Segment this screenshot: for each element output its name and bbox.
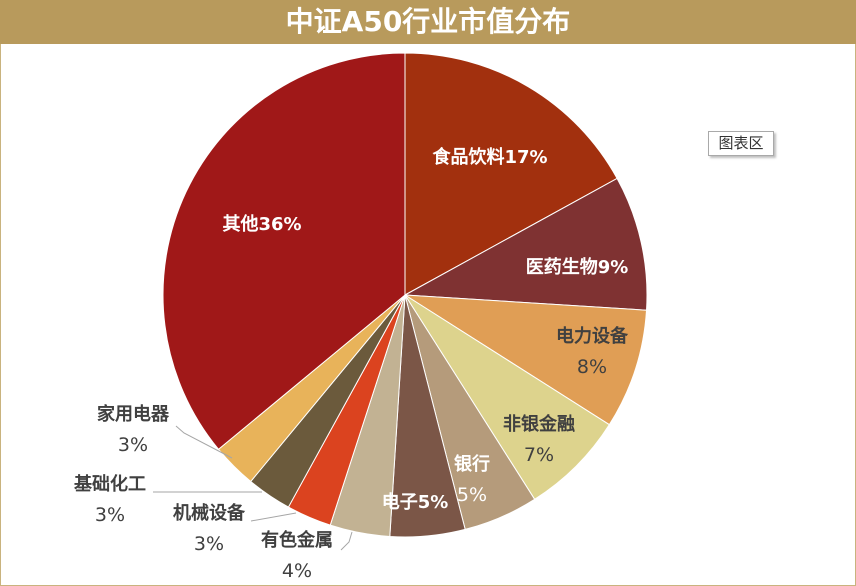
pie-slice-4[interactable]	[404, 294, 611, 501]
data-label-7-line-2: 4%	[282, 560, 312, 582]
pie-slice-1[interactable]	[404, 52, 618, 296]
leader-line-8	[250, 512, 297, 522]
chart-area-tooltip: 图表区	[708, 131, 774, 156]
data-label-9-line-1: 基础化工	[73, 473, 146, 495]
data-label-8-line-2: 3%	[194, 533, 224, 555]
data-label-1-line-1: 食品饮料17%	[431, 146, 547, 168]
pie-slice-11[interactable]	[162, 52, 406, 450]
leader-line-10	[175, 425, 233, 459]
data-label-2-line-1: 医药生物9%	[526, 256, 629, 278]
pie-slice-2[interactable]	[403, 177, 648, 311]
data-label-5-line-2: 5%	[457, 484, 487, 506]
data-label-7-line-1: 有色金属	[261, 529, 333, 551]
chart-title: 中证A50行业市值分布	[285, 5, 571, 38]
data-label-4-line-2: 7%	[524, 444, 554, 466]
data-label-5-line-1: 银行	[454, 453, 490, 475]
data-label-6-line-1: 电子5%	[382, 491, 449, 513]
data-label-11-line-1: 其他36%	[222, 213, 301, 235]
data-label-10-line-1: 家用电器	[97, 403, 170, 425]
pie-slice-3[interactable]	[404, 294, 648, 426]
data-label-10-line-2: 3%	[118, 434, 148, 456]
leader-line-7	[340, 531, 353, 551]
data-label-8-line-1: 机械设备	[173, 502, 246, 524]
data-label-4-line-1: 非银金融	[503, 413, 575, 435]
data-label-9-line-2: 3%	[95, 504, 125, 526]
data-label-3-line-1: 电力设备	[556, 325, 629, 347]
title-bar	[0, 0, 856, 44]
data-label-3-line-2: 8%	[577, 356, 607, 378]
